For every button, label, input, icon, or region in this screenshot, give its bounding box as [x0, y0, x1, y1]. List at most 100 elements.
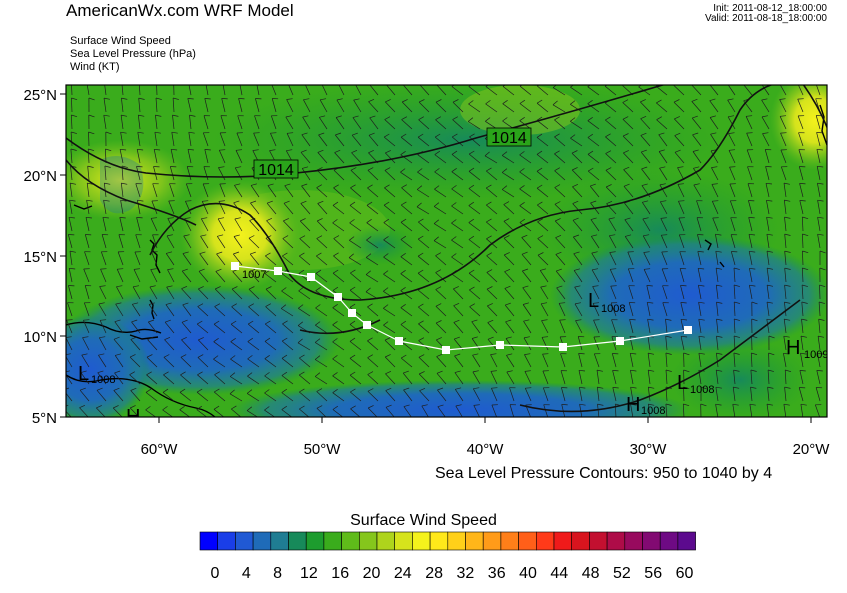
wind-barb — [283, 220, 294, 232]
wind-barb-flag — [400, 235, 406, 240]
wind-barb — [315, 342, 328, 351]
wind-barb — [247, 375, 260, 385]
wind-barb — [559, 319, 566, 334]
wind-barb-flag — [403, 387, 410, 391]
wind-barb-flag — [349, 219, 355, 224]
colorbar-box — [288, 531, 307, 551]
wind-barb-flag — [606, 200, 613, 205]
wind-barb — [271, 85, 277, 96]
wind-barb — [662, 302, 668, 317]
wind-barb — [164, 339, 175, 351]
wind-barb-flag — [165, 302, 172, 305]
wind-barb-flag — [678, 200, 685, 202]
wind-barb — [552, 104, 566, 113]
wind-barb-flag — [264, 337, 271, 342]
wind-barb — [660, 235, 668, 249]
wind-barb-flag — [818, 335, 825, 338]
wind-barb — [746, 132, 753, 147]
wind-barb — [503, 237, 515, 249]
colorbar-box — [447, 531, 466, 551]
wind-barb-flag — [716, 335, 723, 338]
wind-barb-flag — [622, 99, 629, 103]
wind-barb — [316, 169, 328, 181]
wind-barb — [437, 389, 447, 402]
wind-barb-flag — [188, 81, 194, 82]
wind-barb-flag — [231, 286, 238, 290]
wind-barb — [219, 183, 226, 198]
wind-barb-flag — [133, 285, 140, 288]
svg-text:L: L — [677, 372, 688, 394]
wind-barb-flag — [332, 269, 339, 274]
wind-barb-flag — [817, 233, 824, 236]
wind-barb — [727, 116, 736, 130]
wind-barb — [783, 183, 787, 198]
wind-barb — [766, 319, 770, 334]
wind-barb — [350, 187, 362, 198]
wind-barb — [165, 253, 175, 266]
wind-barb — [554, 119, 566, 130]
wind-barb — [129, 374, 141, 385]
wind-barb — [727, 99, 736, 113]
wind-barb-flag — [264, 389, 270, 394]
wind-barb — [435, 322, 447, 334]
wind-barb — [608, 218, 617, 232]
wind-barb — [468, 86, 481, 96]
wind-barb-flag — [647, 318, 654, 321]
wind-barb — [628, 302, 634, 317]
wind-barb-flag — [231, 405, 237, 410]
colorbar-box — [199, 531, 219, 551]
colorbar-label: 32 — [457, 565, 475, 582]
wind-barb — [453, 288, 464, 300]
wind-barb — [623, 186, 634, 198]
pressure-center-low-1008c: L 1008 — [677, 372, 714, 396]
wind-barb — [383, 291, 396, 300]
wind-barb-flag — [335, 115, 342, 118]
wind-barb-flag — [503, 235, 510, 239]
wind-barb — [451, 222, 464, 232]
wind-barb — [99, 286, 107, 300]
wind-barb-flag — [179, 406, 185, 410]
wind-barb — [332, 341, 345, 351]
wind-barb-flag — [366, 236, 372, 241]
wind-barb — [217, 236, 226, 249]
wind-barb — [643, 252, 651, 266]
wind-barb-flag — [768, 352, 775, 356]
wind-barb — [400, 324, 413, 334]
wind-barb — [166, 235, 175, 249]
wind-barb-flag — [369, 115, 376, 119]
wind-barb-flag — [660, 217, 667, 219]
wind-barb — [418, 323, 430, 334]
wind-barb — [281, 358, 294, 368]
wind-barb-flag — [332, 389, 338, 393]
wind-barb-flag — [648, 369, 655, 372]
wind-barb — [604, 85, 617, 96]
wind-barb — [522, 270, 532, 283]
wind-barb-flag — [314, 355, 321, 360]
wind-barb — [801, 319, 804, 334]
wind-barb — [710, 150, 719, 164]
wind-barb-flag — [266, 200, 273, 204]
wind-barb-flag — [234, 183, 241, 186]
wind-barb-flag — [171, 131, 178, 134]
wind-barb — [66, 410, 72, 417]
wind-barb — [491, 388, 498, 402]
wind-barb-flag — [384, 116, 391, 120]
wind-barb-flag — [802, 216, 809, 220]
wind-barb-flag — [451, 150, 458, 155]
wind-barb — [98, 303, 107, 317]
wind-barb-flag — [673, 99, 680, 103]
wind-barb-flag — [365, 287, 371, 293]
wind-barb-flag — [332, 405, 338, 410]
wind-barb — [351, 134, 362, 147]
wind-barb-flag — [348, 253, 354, 258]
wind-barb — [503, 204, 515, 215]
wind-barb-flag — [749, 267, 756, 270]
colorbar-box — [394, 531, 413, 551]
wind-barb — [712, 217, 719, 232]
wind-barb — [264, 375, 277, 385]
wind-barb-flag — [642, 200, 649, 203]
wind-barb — [665, 403, 668, 417]
wind-barb-flag — [469, 133, 475, 138]
wind-barb — [400, 290, 413, 300]
wind-barb — [230, 323, 243, 334]
